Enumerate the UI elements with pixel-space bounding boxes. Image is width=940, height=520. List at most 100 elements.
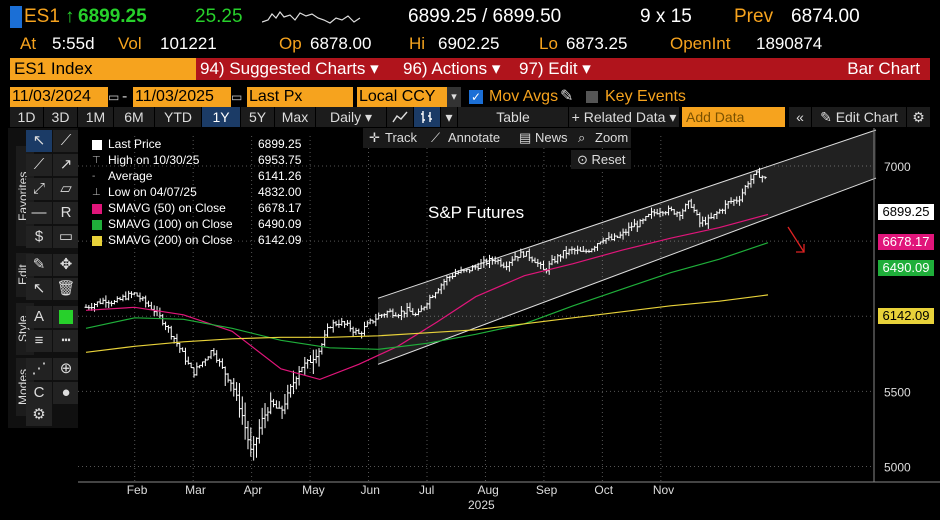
period-ytd[interactable]: YTD [155, 107, 202, 127]
price-bar [229, 379, 233, 392]
period-6m[interactable]: 6M [114, 107, 155, 127]
magnet-mode-icon[interactable]: ⊕ [53, 358, 79, 380]
mov-avgs-checkbox[interactable]: ✓ [469, 90, 483, 104]
price-bar [726, 200, 730, 209]
edit-chart-button[interactable]: ✎ Edit Chart [812, 107, 907, 127]
price-bar [121, 294, 125, 302]
legend-swatch: ⊤ [92, 155, 101, 167]
legend-label: Low on 04/07/25 [108, 185, 197, 199]
currency-dropdown-icon[interactable]: ▾ [447, 87, 461, 107]
legend-row: Last Price 6899.25 [92, 137, 301, 152]
legend-row: ⊥ Low on 04/07/25 4832.00 [92, 185, 301, 200]
settings-gear-icon[interactable]: ⚙ [907, 107, 931, 127]
period-1y[interactable]: 1Y [202, 107, 241, 127]
delete-tool-icon[interactable]: 🗑 [53, 278, 79, 300]
key-events-checkbox[interactable] [586, 91, 598, 103]
trend-tool-icon[interactable]: ⤢ [26, 178, 52, 200]
edit-menu[interactable]: 97) Edit ▾ [515, 58, 601, 80]
line-tool-icon[interactable]: ⟋ [26, 154, 52, 176]
frequency-select[interactable]: Daily ▾ [316, 107, 387, 127]
panel-settings-gear-icon[interactable]: ⚙ [26, 404, 52, 426]
add-data-input[interactable]: Add Data [682, 107, 786, 127]
period-5y[interactable]: 5Y [241, 107, 275, 127]
price-bar [405, 302, 409, 318]
ticker-symbol[interactable]: ES1 [24, 6, 60, 27]
price-bar [164, 321, 168, 331]
end-calendar-icon[interactable]: ▭ [231, 90, 243, 104]
retracement-tool-icon[interactable]: R [53, 202, 79, 224]
track-tool-icon[interactable]: ✛ [369, 130, 380, 145]
currency-select[interactable]: Local CCY [357, 87, 447, 107]
price-bar [226, 373, 230, 383]
price-chart[interactable]: 70006500600055005000FebMarAprMayJunJulAu… [78, 128, 940, 520]
bar-style-icon[interactable] [414, 107, 441, 127]
zoom-icon[interactable]: ⌕ [578, 130, 586, 145]
track-button[interactable]: Track [385, 130, 418, 145]
price-bar [618, 231, 622, 239]
news-button[interactable]: News [535, 130, 568, 145]
price-bar [240, 396, 244, 425]
annotate-icon[interactable]: ⟋ [431, 130, 441, 145]
annotate-button[interactable]: Annotate [448, 130, 501, 145]
annotate-tool-icon[interactable]: ⟋ [53, 130, 79, 152]
field-select[interactable]: Last Px [247, 87, 353, 107]
period-1m[interactable]: 1M [78, 107, 114, 127]
color-picker-icon[interactable] [53, 306, 79, 328]
ray-tool-icon[interactable]: ↗ [53, 154, 79, 176]
price-bar [459, 266, 463, 274]
price-bar [328, 326, 332, 329]
multi-color-icon[interactable]: ● [53, 382, 79, 404]
line-style-icon[interactable]: ┅ [53, 330, 79, 352]
price-bar [135, 292, 139, 297]
price-bar [482, 255, 486, 268]
period-3d[interactable]: 3D [44, 107, 78, 127]
pencil-icon[interactable]: ✎ [560, 88, 574, 105]
drawing-tools-panel: Favorites Edit Style Modes ↖ ⟋ ⟋ ↗ ⤢ ▱ —… [8, 128, 79, 428]
period-max[interactable]: Max [275, 107, 316, 127]
pointer-tool-icon[interactable]: ↖ [26, 130, 52, 152]
legend-label: Last Price [108, 137, 162, 151]
price-bar [479, 259, 483, 269]
collapse-icon[interactable]: « [789, 107, 812, 127]
price-bar [621, 228, 625, 240]
price-bar [235, 382, 239, 401]
crosshair-mode-icon[interactable]: ⋰ [26, 358, 52, 380]
line-weight-icon[interactable]: ≡ [26, 330, 52, 352]
price-bar [252, 436, 256, 461]
zoom-button[interactable]: Zoom [595, 130, 629, 145]
price-bar [402, 310, 406, 318]
price-bar [101, 297, 105, 305]
price-bar [112, 299, 116, 305]
chart-style-icon[interactable] [387, 107, 414, 127]
actions-menu[interactable]: 96) Actions ▾ [399, 58, 516, 80]
start-date-field[interactable]: 11/03/2024 [10, 87, 108, 107]
price-bar [635, 220, 639, 232]
move-tool-icon[interactable]: ✥ [53, 254, 79, 276]
start-calendar-icon[interactable]: ▭ [108, 90, 120, 104]
rectangle-tool-icon[interactable]: ▭ [53, 226, 79, 248]
select-tool-icon[interactable]: ↖ [26, 278, 52, 300]
end-date-field[interactable]: 11/03/2025 [133, 87, 231, 107]
security-field[interactable]: ES1 Index [10, 58, 197, 80]
channel-tool-icon[interactable]: ▱ [53, 178, 79, 200]
suggested-charts-menu[interactable]: 94) Suggested Charts ▾ [196, 58, 400, 80]
period-1d[interactable]: 1D [10, 107, 44, 127]
price-bar [752, 173, 756, 184]
news-icon[interactable]: ▤ [519, 130, 532, 145]
price-bar [257, 419, 261, 444]
price-tool-icon[interactable]: $ [26, 226, 52, 248]
price-bar [274, 400, 278, 409]
price-bar [260, 407, 264, 435]
style-dropdown-icon[interactable]: ▾ [441, 107, 458, 127]
price-bar [584, 248, 588, 254]
price-bar [542, 260, 546, 271]
reset-button[interactable]: ⊙ Reset [571, 150, 631, 169]
cycle-mode-icon[interactable]: C [26, 382, 52, 404]
price-bar [178, 342, 182, 353]
legend-row: SMAVG (50) on Close 6678.17 [92, 201, 301, 216]
related-data-button[interactable]: + Related Data ▾ [569, 107, 680, 127]
font-tool-icon[interactable]: A [26, 306, 52, 328]
pencil-tool-icon[interactable]: ✎ [26, 254, 52, 276]
horizontal-line-icon[interactable]: — [26, 202, 52, 224]
table-button[interactable]: Table [458, 107, 569, 127]
